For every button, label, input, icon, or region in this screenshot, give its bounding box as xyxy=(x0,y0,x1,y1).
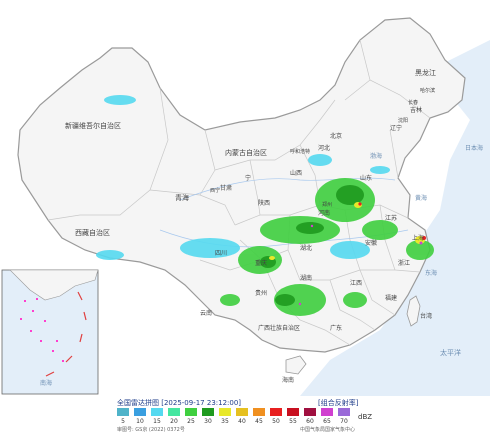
legend-unit: dBZ xyxy=(358,413,373,421)
label-liaoning: 辽宁 xyxy=(390,124,402,132)
eastern-sea xyxy=(300,40,490,396)
legend-type: [组合反射率] xyxy=(318,399,359,407)
label-huanghai: 黄海 xyxy=(415,194,427,202)
legend-swatch xyxy=(219,408,231,416)
label-shanxi: 山西 xyxy=(290,169,302,177)
legend-approval-number: 审图号: GS京 (2022) 0372号 xyxy=(117,427,185,433)
legend-swatch xyxy=(287,408,299,416)
label-hebei: 河北 xyxy=(318,144,330,152)
label-zhejiang: 浙江 xyxy=(398,259,410,267)
label-beijing: 北京 xyxy=(330,132,342,140)
legend-swatch xyxy=(338,408,350,416)
label-heilongjiang: 黑龙江 xyxy=(415,68,436,77)
legend-tick-label: 35 xyxy=(221,418,229,425)
label-guizhou: 贵州 xyxy=(255,289,267,297)
legend-tick-label: 25 xyxy=(187,418,195,425)
legend-tick-label: 60 xyxy=(306,418,314,425)
legend-tick-label: 30 xyxy=(204,418,212,425)
legend-swatch xyxy=(168,408,180,416)
label-jilin: 吉林 xyxy=(410,106,422,114)
legend-swatch xyxy=(236,408,248,416)
legend-tick-label: 20 xyxy=(170,418,178,425)
sea-labels: 渤海 黄海 东海 太平洋 南海 日本海 xyxy=(40,144,483,387)
legend-tick-label: 5 xyxy=(121,418,125,425)
legend-swatch xyxy=(117,408,129,416)
label-donghai: 东海 xyxy=(425,269,437,277)
label-hohhot: 呼和浩特 xyxy=(290,148,310,155)
taiwan-island xyxy=(406,295,421,327)
legend-swatch xyxy=(185,408,197,416)
radar-legend: 全国雷达拼图 [2025-09-17 23:12:00] [组合反射率] 5 10… xyxy=(0,396,490,439)
legend-swatch xyxy=(304,408,316,416)
label-sichuan: 四川 xyxy=(215,250,227,257)
legend-swatch xyxy=(202,408,214,416)
label-shenyang: 沈阳 xyxy=(398,117,408,124)
label-shandong: 山东 xyxy=(360,174,372,182)
radar-echoes xyxy=(96,95,434,316)
province-labels: 新疆维吾尔自治区 西藏自治区 青海 甘肃 内蒙古自治区 黑龙江 吉林 辽宁 宁 … xyxy=(65,68,436,384)
label-pacific: 太平洋 xyxy=(440,348,461,357)
legend-tick-label: 15 xyxy=(153,418,161,425)
label-shanghai: 上海 xyxy=(412,234,424,242)
label-xizang: 西藏自治区 xyxy=(75,228,110,237)
legend-tick-label: 40 xyxy=(238,418,246,425)
label-bohai: 渤海 xyxy=(370,152,382,160)
label-xining: 西宁 xyxy=(210,187,220,194)
legend-tick-label: 50 xyxy=(272,418,280,425)
label-neimenggu: 内蒙古自治区 xyxy=(225,148,267,157)
label-gansu: 甘肃 xyxy=(220,184,232,192)
echo-layer-extreme xyxy=(298,224,423,306)
legend-tick-label: 70 xyxy=(340,418,348,425)
legend-swatch xyxy=(151,408,163,416)
legend-source: 中国气象局国家气象中心 xyxy=(300,427,356,433)
label-jiangxi: 江西 xyxy=(350,280,362,287)
label-japansea: 日本海 xyxy=(465,144,483,152)
echo-layer-severe xyxy=(358,202,426,240)
label-hainan: 海南 xyxy=(282,376,294,384)
legend-tick-label: 45 xyxy=(255,418,263,425)
echo-layer-light xyxy=(96,95,390,260)
label-ningxia: 宁 xyxy=(245,174,251,182)
legend-swatch xyxy=(253,408,265,416)
label-zhengzhou: 郑州 xyxy=(322,201,332,208)
label-nanhai: 南海 xyxy=(40,379,52,387)
label-changchun: 长春 xyxy=(408,99,418,106)
label-yunnan: 云南 xyxy=(200,309,212,317)
legend-swatch xyxy=(270,408,282,416)
label-guangdong: 广东 xyxy=(330,324,342,332)
label-jiangsu: 江苏 xyxy=(385,214,397,222)
label-taiwan: 台湾 xyxy=(420,312,432,320)
label-hubei: 湖北 xyxy=(300,244,312,252)
legend-tick-label: 65 xyxy=(323,418,331,425)
echo-layer-strong xyxy=(260,185,364,306)
label-chongqing: 重庆 xyxy=(255,259,267,267)
label-guangxi: 广西壮族自治区 xyxy=(258,324,300,332)
label-shaanxi: 陕西 xyxy=(258,199,270,207)
south-china-sea-inset xyxy=(1,269,99,395)
label-henan: 河南 xyxy=(318,209,330,217)
label-anhui: 安徽 xyxy=(365,239,377,247)
legend-color-scale: 5 10 15 20 25 30 35 40 45 50 55 60 65 70 xyxy=(117,408,353,430)
label-harbin: 哈尔滨 xyxy=(420,87,435,94)
legend-swatch xyxy=(134,408,146,416)
legend-tick-label: 55 xyxy=(289,418,297,425)
label-fujian: 福建 xyxy=(385,294,397,302)
legend-swatch xyxy=(321,408,333,416)
province-borders xyxy=(47,39,431,346)
legend-title: 全国雷达拼图 [2025-09-17 23:12:00] xyxy=(117,399,242,407)
legend-tick-label: 10 xyxy=(136,418,144,425)
label-xinjiang: 新疆维吾尔自治区 xyxy=(65,121,121,130)
label-hunan: 湖南 xyxy=(300,274,312,282)
china-radar-map: 新疆维吾尔自治区 西藏自治区 青海 甘肃 内蒙古自治区 黑龙江 吉林 辽宁 宁 … xyxy=(1,17,490,396)
label-qinghai: 青海 xyxy=(175,193,189,202)
hainan-island xyxy=(285,355,307,375)
